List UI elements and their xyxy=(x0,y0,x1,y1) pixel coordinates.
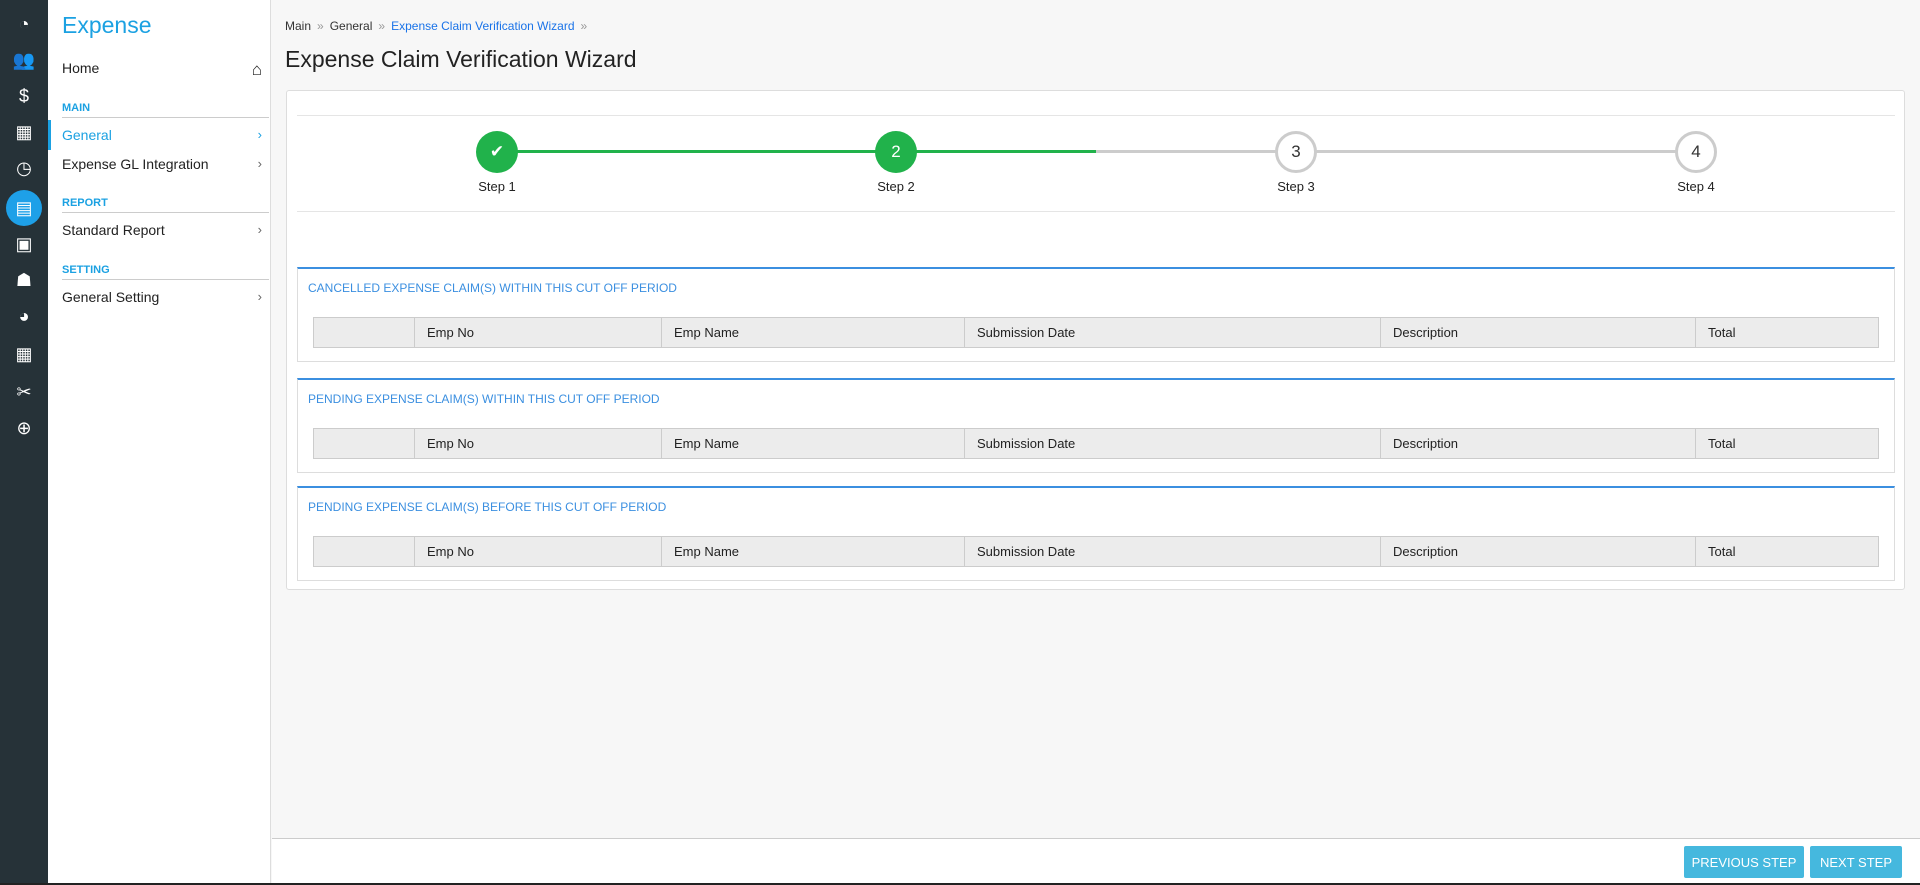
column-header[interactable]: Submission Date xyxy=(965,318,1381,347)
schedule-icon[interactable]: ▣ xyxy=(15,233,33,254)
step-number: 4 xyxy=(1691,142,1701,161)
item-label: General Setting xyxy=(62,289,160,305)
section-setting: SETTING xyxy=(62,264,269,280)
column-header[interactable]: Total xyxy=(1708,544,1736,559)
app-brand: Expense xyxy=(62,12,152,38)
sidebar-item-standard-report[interactable]: Standard Report › xyxy=(62,222,262,238)
chevron-right-icon: › xyxy=(257,222,262,237)
step-number: 2 xyxy=(891,142,901,161)
step-number: 3 xyxy=(1291,142,1301,161)
breadcrumb: Main » General » Expense Claim Verification … xyxy=(285,19,593,33)
column-header[interactable]: Emp No xyxy=(415,318,662,347)
step-2-marker[interactable]: 2 xyxy=(875,131,917,173)
dashboard-icon[interactable]: ◔ xyxy=(18,13,30,34)
calendar-icon[interactable]: ▦ xyxy=(15,121,33,142)
expense-icon[interactable]: ▤ xyxy=(6,190,42,226)
tools-icon[interactable]: ✂ xyxy=(16,381,32,402)
column-header[interactable]: Emp Name xyxy=(662,318,965,347)
breadcrumb-separator-icon: » xyxy=(580,19,588,33)
previous-step-button[interactable]: PREVIOUS STEP xyxy=(1684,846,1804,878)
column-header[interactable]: Description xyxy=(1381,537,1696,566)
icon-bar: ◔ 👥 $ ▦ ◷ ▤ ▣ ☗ ◕ ▦ ✂ ⊕ xyxy=(0,0,48,885)
chevron-right-icon: › xyxy=(257,156,262,171)
step-label: Step 3 xyxy=(1277,179,1315,194)
column-header[interactable]: Total xyxy=(1708,325,1736,340)
step-3-marker[interactable]: 3 xyxy=(1275,131,1317,173)
check-icon: ✔ xyxy=(489,142,505,161)
step-label: Step 4 xyxy=(1677,179,1715,194)
claims-panel: PENDING EXPENSE CLAIM(S) BEFORE THIS CUT… xyxy=(297,486,1895,581)
employee-alert-icon[interactable]: 👥 xyxy=(12,49,36,70)
step-1-marker[interactable]: ✔ xyxy=(476,131,518,173)
upload-icon[interactable]: ⊕ xyxy=(16,417,32,438)
item-label: Expense GL Integration xyxy=(62,156,209,172)
item-label: Standard Report xyxy=(62,222,165,238)
divider xyxy=(297,115,1895,116)
breadcrumb-current[interactable]: Expense Claim Verification Wizard xyxy=(391,19,575,33)
breadcrumb-main[interactable]: Main xyxy=(285,19,312,33)
column-header[interactable]: Emp Name xyxy=(662,429,965,458)
breadcrumb-separator-icon: » xyxy=(317,19,324,33)
breadcrumb-general[interactable]: General xyxy=(329,19,373,33)
step-4-marker[interactable]: 4 xyxy=(1675,131,1717,173)
column-header[interactable]: Emp No xyxy=(415,537,662,566)
claims-panel: PENDING EXPENSE CLAIM(S) WITHIN THIS CUT… xyxy=(297,378,1895,473)
panel-title: PENDING EXPENSE CLAIM(S) WITHIN THIS CUT… xyxy=(308,392,660,406)
step-label: Step 1 xyxy=(478,179,516,194)
column-header[interactable]: Description xyxy=(1381,429,1696,458)
chevron-right-icon: › xyxy=(257,289,262,304)
item-label: General xyxy=(62,127,112,143)
chevron-right-icon: › xyxy=(257,127,262,142)
column-header[interactable]: Emp No xyxy=(415,429,662,458)
section-report: REPORT xyxy=(62,197,269,213)
claims-panel: CANCELLED EXPENSE CLAIM(S) WITHIN THIS C… xyxy=(297,267,1895,362)
column-header[interactable] xyxy=(314,537,415,566)
column-header[interactable]: Submission Date xyxy=(965,429,1381,458)
divider xyxy=(297,211,1895,212)
home-icon: ⌂ xyxy=(251,60,262,79)
wizard-card: ✔ 2 3 4 Step 1 Step 2 Step 3 Step 4 CANC… xyxy=(286,90,1905,590)
progress-line-complete xyxy=(497,150,1096,153)
sidebar-item-home[interactable]: Home ⌂ xyxy=(62,60,262,80)
table-header: Emp No Emp Name Submission Date Description… xyxy=(313,317,1879,348)
clock-icon[interactable]: ◷ xyxy=(16,157,32,178)
payroll-icon[interactable]: $ xyxy=(18,85,29,106)
table-header: Emp No Emp Name Submission Date Description… xyxy=(313,536,1879,567)
sidebar-item-general-setting[interactable]: General Setting › xyxy=(62,289,262,305)
footer-bar: PREVIOUS STEP NEXT STEP xyxy=(272,838,1920,885)
panel-title: CANCELLED EXPENSE CLAIM(S) WITHIN THIS C… xyxy=(308,281,677,295)
sidebar: Expense Home ⌂ MAIN General › Expense GL I… xyxy=(48,0,271,885)
column-header[interactable]: Submission Date xyxy=(965,537,1381,566)
column-header[interactable]: Emp Name xyxy=(662,537,965,566)
taskbar-edge xyxy=(0,883,1920,885)
column-header[interactable]: Description xyxy=(1381,318,1696,347)
user-icon[interactable]: ☗ xyxy=(15,269,33,290)
section-main: MAIN xyxy=(62,102,269,118)
table-header: Emp No Emp Name Submission Date Description… xyxy=(313,428,1879,459)
sidebar-item-general[interactable]: General › xyxy=(62,127,262,143)
active-indicator xyxy=(48,120,51,150)
next-step-button[interactable]: NEXT STEP xyxy=(1810,846,1902,878)
column-header[interactable] xyxy=(314,318,415,347)
progress-line-pending xyxy=(1096,150,1696,153)
page-title: Expense Claim Verification Wizard xyxy=(285,46,637,72)
column-header[interactable] xyxy=(314,429,415,458)
time-report-icon[interactable]: ◕ xyxy=(18,305,30,326)
column-header[interactable]: Total xyxy=(1708,436,1736,451)
home-label: Home xyxy=(62,60,100,76)
breadcrumb-separator-icon: » xyxy=(378,19,386,33)
step-label: Step 2 xyxy=(877,179,915,194)
sidebar-item-expense-gl-integration[interactable]: Expense GL Integration › xyxy=(62,156,262,172)
panel-title: PENDING EXPENSE CLAIM(S) BEFORE THIS CUT… xyxy=(308,500,667,514)
grid-icon[interactable]: ▦ xyxy=(15,343,33,364)
